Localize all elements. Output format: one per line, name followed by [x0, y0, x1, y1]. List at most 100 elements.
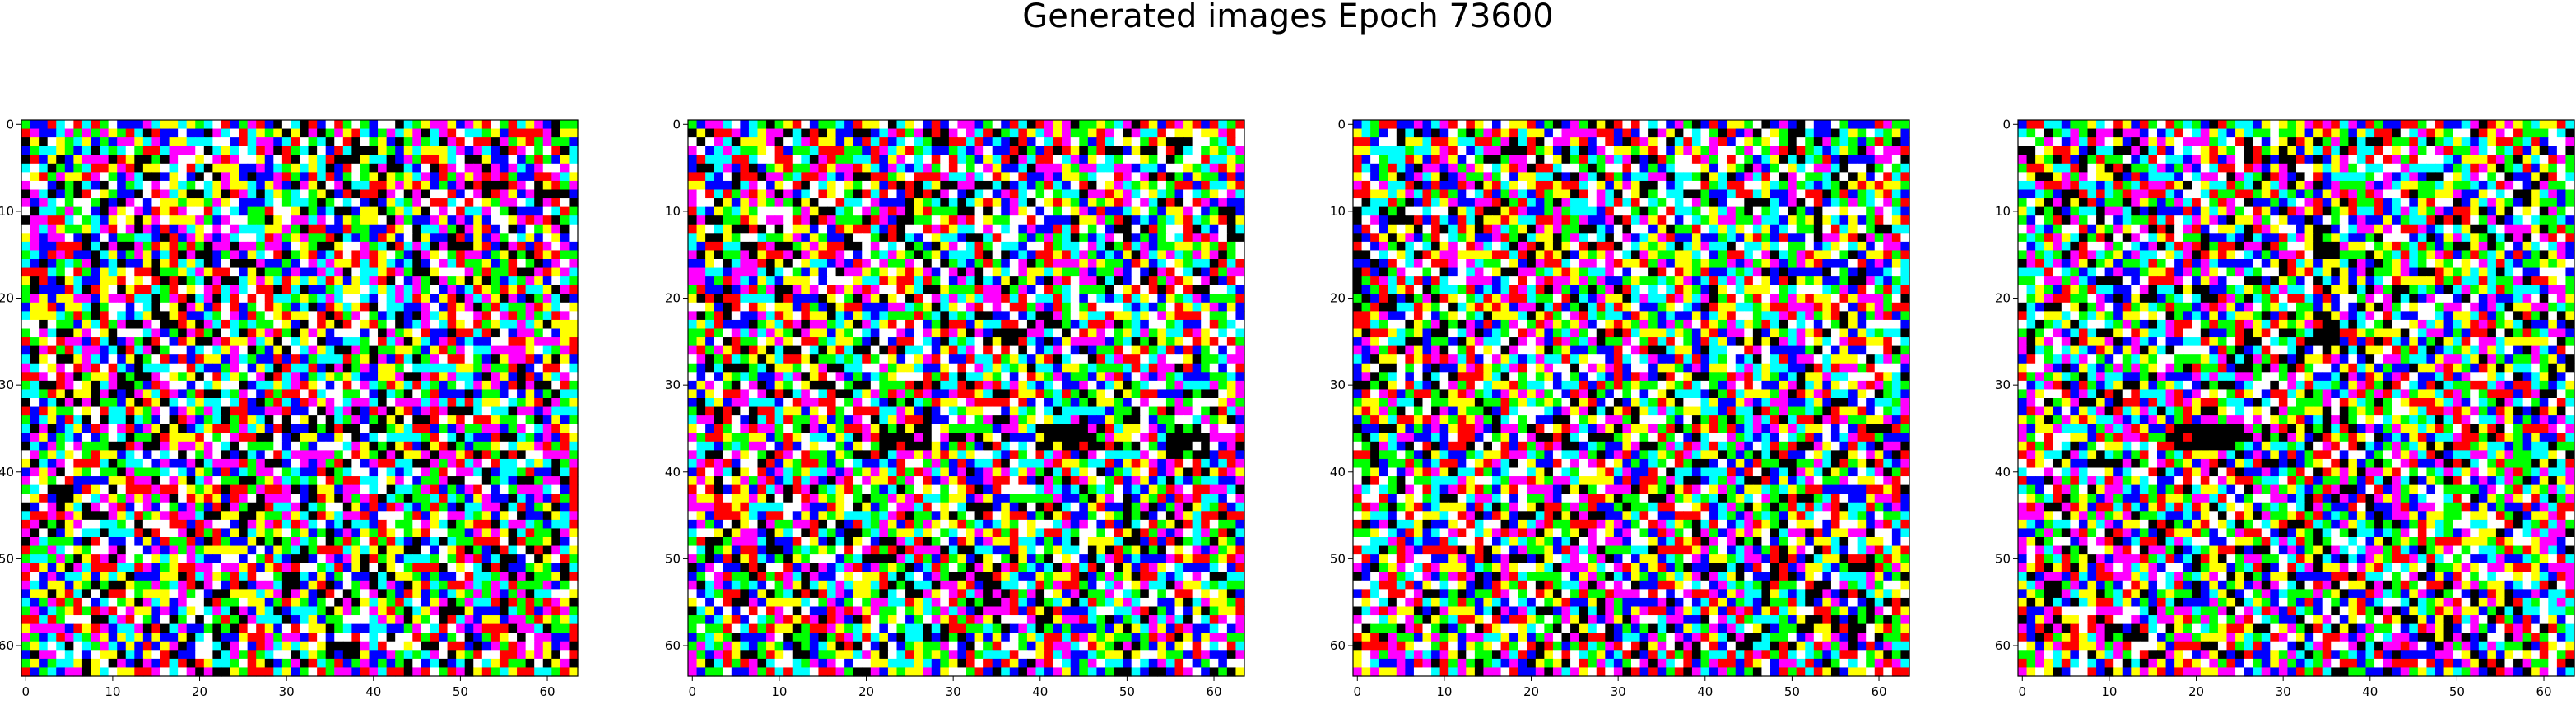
pixel-cell — [221, 615, 230, 624]
pixel-cell — [291, 642, 300, 651]
pixel-cell — [204, 311, 213, 320]
pixel-cell — [957, 155, 966, 164]
pixel-cell — [439, 215, 448, 225]
pixel-cell — [256, 389, 265, 398]
pixel-cell — [421, 129, 430, 138]
pixel-cell — [143, 372, 152, 381]
pixel-cell — [65, 642, 74, 651]
pixel-cell — [569, 511, 578, 520]
pixel-cell — [187, 442, 196, 451]
pixel-cell — [1140, 164, 1149, 173]
pixel-cell — [334, 276, 343, 285]
pixel-cell — [204, 442, 213, 451]
pixel-cell — [248, 424, 257, 433]
pixel-cell — [291, 459, 300, 468]
pixel-cell — [73, 615, 82, 624]
pixel-cell — [265, 589, 274, 598]
pixel-cell — [117, 511, 126, 520]
pixel-cell — [404, 450, 413, 459]
pixel-cell — [551, 207, 560, 216]
pixel-cell — [48, 259, 57, 268]
pixel-cell — [395, 459, 404, 468]
pixel-cell — [412, 511, 421, 520]
pixel-cell — [212, 181, 221, 190]
pixel-cell — [404, 181, 413, 190]
pixel-cell — [526, 164, 535, 173]
pixel-cell — [509, 424, 518, 433]
pixel-cell — [221, 129, 230, 138]
pixel-cell — [473, 164, 482, 173]
pixel-cell — [560, 598, 570, 607]
pixel-cell — [282, 494, 291, 503]
pixel-cell — [160, 129, 170, 138]
pixel-cell — [517, 120, 526, 129]
pixel-cell — [48, 581, 57, 590]
pixel-cell — [256, 207, 265, 216]
pixel-cell — [170, 381, 179, 390]
pixel-cell — [439, 146, 448, 155]
pixel-cell — [65, 572, 74, 581]
pixel-cell — [282, 581, 291, 590]
pixel-cell — [1183, 172, 1193, 181]
pixel-cell — [975, 233, 984, 242]
pixel-cell — [421, 633, 430, 642]
pixel-cell — [370, 633, 379, 642]
pixel-cell — [134, 346, 143, 355]
pixel-cell — [473, 581, 482, 590]
pixel-cell — [309, 181, 318, 190]
pixel-cell — [300, 537, 309, 546]
pixel-cell — [526, 329, 535, 338]
pixel-cell — [117, 155, 126, 164]
pixel-cell — [309, 137, 318, 146]
pixel-cell — [448, 311, 457, 320]
pixel-cell — [560, 225, 570, 234]
pixel-cell — [897, 190, 906, 199]
pixel-cell — [412, 476, 421, 485]
pixel-cell — [239, 442, 248, 451]
pixel-cell — [360, 485, 370, 494]
pixel-cell — [1036, 215, 1045, 225]
pixel-cell — [309, 354, 318, 364]
pixel-cell — [836, 172, 845, 181]
pixel-cell — [395, 642, 404, 651]
pixel-cell — [914, 129, 923, 138]
pixel-cell — [983, 120, 993, 129]
pixel-cell — [56, 503, 65, 512]
pixel-cell — [509, 268, 518, 277]
pixel-cell — [256, 354, 265, 364]
pixel-cell — [82, 537, 91, 546]
pixel-cell — [387, 320, 396, 329]
pixel-cell — [1149, 207, 1158, 216]
pixel-cell — [117, 667, 126, 676]
pixel-cell — [82, 415, 91, 424]
pixel-cell — [430, 667, 439, 676]
pixel-cell — [170, 424, 179, 433]
pixel-cell — [39, 250, 48, 259]
pixel-cell — [56, 598, 65, 607]
pixel-cell — [473, 503, 482, 512]
pixel-cell — [30, 520, 40, 529]
pixel-cell — [170, 146, 179, 155]
pixel-cell — [740, 225, 749, 234]
pixel-cell — [178, 659, 187, 668]
pixel-cell — [862, 129, 871, 138]
pixel-cell — [73, 155, 82, 164]
pixel-cell — [905, 233, 914, 242]
pixel-cell — [810, 172, 819, 181]
pixel-cell — [291, 207, 300, 216]
pixel-cell — [30, 311, 40, 320]
pixel-cell — [300, 433, 309, 442]
pixel-cell — [109, 268, 118, 277]
pixel-cell — [73, 381, 82, 390]
pixel-cell — [1123, 155, 1132, 164]
pixel-cell — [500, 164, 509, 173]
pixel-cell — [456, 407, 465, 416]
pixel-cell — [783, 137, 793, 146]
pixel-cell — [21, 233, 30, 242]
pixel-cell — [360, 650, 370, 659]
pixel-cell — [221, 589, 230, 598]
pixel-cell — [195, 398, 204, 407]
pixel-cell — [204, 155, 213, 164]
pixel-cell — [1079, 137, 1088, 146]
pixel-cell — [697, 155, 706, 164]
